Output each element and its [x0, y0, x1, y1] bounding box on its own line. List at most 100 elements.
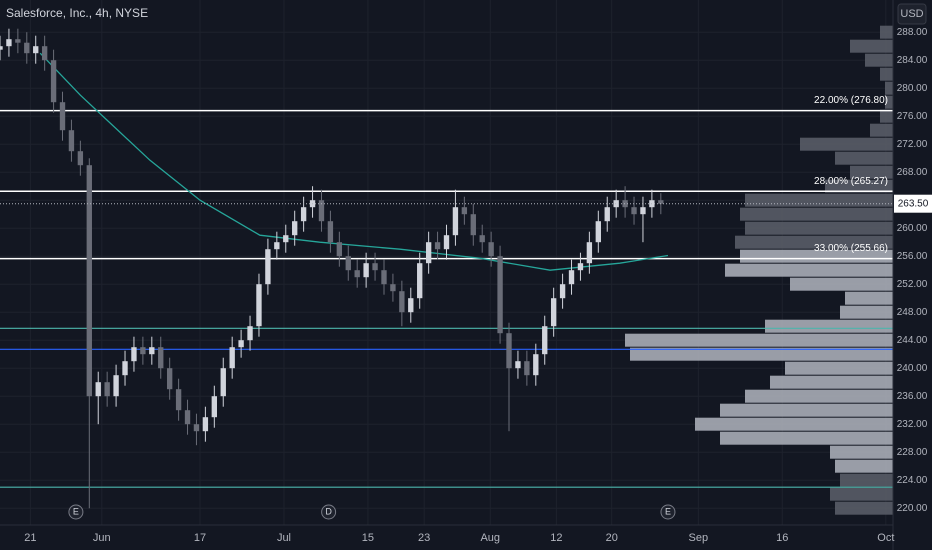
volume-profile-bar [800, 137, 893, 151]
volume-profile-bar [830, 445, 893, 459]
y-tick-label: 248.00 [897, 307, 928, 318]
volume-profile-bar [865, 53, 893, 67]
volume-profile-bar [840, 473, 893, 487]
x-tick-label: 16 [776, 532, 788, 544]
candle-body [497, 256, 503, 334]
candle-body [68, 130, 75, 152]
y-tick-label: 252.00 [897, 279, 928, 290]
y-tick-label: 272.00 [897, 139, 928, 150]
y-tick-label: 276.00 [897, 111, 928, 122]
volume-profile-bar [845, 291, 893, 305]
candle-body [274, 242, 280, 250]
candle-body [533, 354, 539, 376]
candle-body [577, 263, 584, 271]
x-tick-label: Aug [480, 532, 500, 544]
volume-profile-bar [745, 193, 893, 207]
x-tick-label: Jul [277, 532, 291, 544]
chart-title: Salesforce, Inc., 4h, NYSE [6, 6, 148, 20]
event-label: E [73, 506, 79, 516]
candle-body [122, 361, 128, 376]
candle-body [300, 207, 307, 222]
candle-body [86, 165, 92, 397]
x-tick-label: 20 [606, 532, 618, 544]
volume-profile-bar [625, 333, 893, 347]
candle-body [425, 242, 432, 264]
candle-body [175, 389, 182, 411]
candle-body [158, 347, 164, 369]
currency[interactable]: USD [900, 8, 923, 20]
fib-level-label: 22.00% (276.80) [814, 95, 888, 106]
volume-profile-bar [740, 249, 893, 263]
volume-profile-bar [745, 221, 893, 235]
x-tick-label: Oct [877, 532, 894, 544]
event-label: E [665, 506, 671, 516]
candle-body [318, 200, 325, 222]
candle-body [658, 200, 664, 204]
candle-body [220, 368, 226, 397]
candle-body [408, 298, 414, 313]
x-tick-label: 15 [362, 532, 374, 544]
candle-body [372, 263, 378, 271]
candle-body [631, 207, 637, 215]
candle-body [59, 102, 66, 131]
volume-profile-bar [825, 179, 893, 193]
fib-level-label: 28.00% (265.27) [814, 176, 888, 187]
volume-profile-bar [835, 151, 893, 165]
last-price-label: 263.50 [898, 198, 929, 209]
currency-button[interactable] [897, 3, 927, 25]
candle-body [550, 298, 557, 327]
volume-profile-bar [745, 389, 893, 403]
volume-profile-bar [880, 25, 893, 39]
y-tick-label: 256.00 [897, 251, 928, 262]
event-marker [68, 504, 84, 520]
candle-body [604, 207, 610, 222]
volume-profile-bar [835, 501, 893, 515]
candle-body [77, 151, 84, 166]
candle-body [283, 235, 289, 243]
candle-body [211, 396, 217, 418]
x-tick-label: 12 [550, 532, 562, 544]
candle-body [622, 200, 628, 208]
volume-profile-bar [725, 263, 893, 277]
candle-body [443, 235, 450, 250]
candle-body [247, 326, 253, 341]
x-tick-label: Jun [93, 532, 111, 544]
volume-profile-bar [790, 277, 893, 291]
event-marker [660, 504, 676, 520]
candle-body [0, 46, 3, 50]
event-label: D [325, 506, 332, 516]
candle-body [363, 263, 369, 278]
candle-body [193, 424, 200, 432]
candle-body [568, 270, 575, 285]
candle-body [399, 291, 405, 313]
x-tick-label: 17 [194, 532, 206, 544]
candle-body [327, 221, 334, 243]
volume-profile-bar [850, 165, 893, 179]
candle-body [50, 60, 57, 103]
y-tick-label: 232.00 [897, 419, 928, 430]
y-tick-label: 228.00 [897, 447, 928, 458]
volume-profile-bar [870, 123, 893, 137]
candle-body [506, 333, 512, 369]
candle-body [292, 221, 298, 236]
candle-body [488, 242, 494, 257]
candle-body [640, 207, 646, 215]
candle-body [381, 270, 387, 285]
candle-body [149, 347, 155, 355]
y-tick-label: 224.00 [897, 475, 928, 486]
candle-body [595, 221, 601, 243]
volume-profile-bar [880, 109, 893, 123]
candle-body [41, 46, 48, 61]
y-tick-label: 284.00 [897, 55, 928, 66]
candle-body [33, 46, 39, 54]
candle-body [104, 382, 110, 397]
volume-profile-bar [770, 375, 893, 389]
candle-body [256, 284, 262, 327]
candle-body [390, 284, 396, 292]
candle-body [336, 242, 343, 257]
volume-profile-bar [835, 459, 893, 473]
volume-profile-bar [740, 207, 893, 221]
candle-body [238, 340, 244, 348]
volume-profile-bar [720, 431, 893, 445]
